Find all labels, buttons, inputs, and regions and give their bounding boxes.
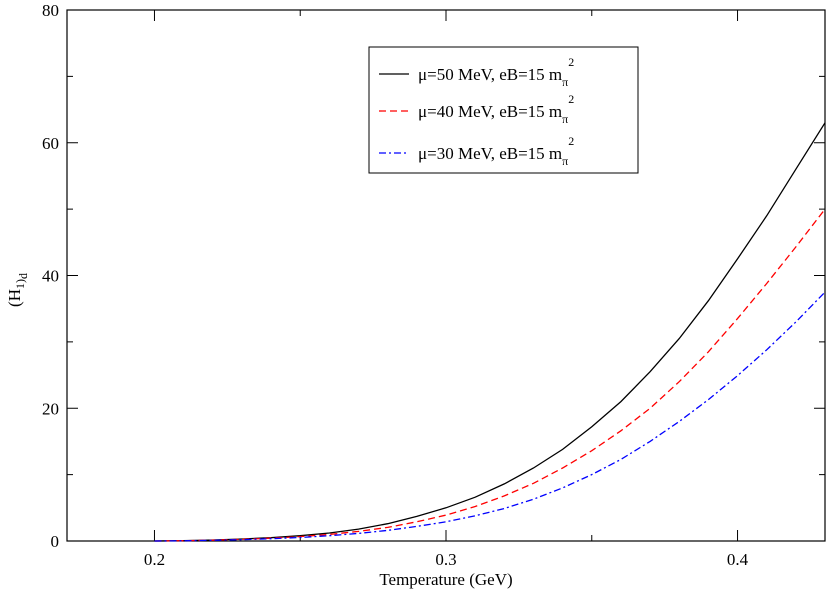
y-tick-label: 20 (42, 399, 59, 418)
legend-label-mu40: μ=40 MeV, eB=15 mπ2 (418, 92, 574, 126)
y-axis-title: (H1)d (5, 273, 30, 307)
legend-label-mu50: μ=50 MeV, eB=15 mπ2 (418, 55, 574, 89)
x-tick-label: 0.4 (727, 550, 749, 569)
axis-ticks: 0.2 0.3 0.4 0 20 40 60 80 (42, 1, 825, 569)
legend-label-mu30: μ=30 MeV, eB=15 mπ2 (418, 134, 574, 168)
legend: μ=50 MeV, eB=15 mπ2 μ=40 MeV, eB=15 mπ2 … (368, 46, 639, 174)
y-tick-label: 0 (51, 532, 60, 551)
legend-box (368, 46, 639, 174)
series-layer (154, 122, 826, 542)
x-tick-label: 0.2 (144, 550, 165, 569)
y-tick-label: 60 (42, 134, 59, 153)
y-tick-label: 40 (42, 267, 59, 286)
x-axis-title: Temperature (GeV) (379, 570, 512, 589)
y-tick-label: 80 (42, 1, 59, 20)
series-line-mu50 (154, 122, 826, 542)
x-tick-label: 0.3 (435, 550, 456, 569)
series-line-mu30 (154, 291, 826, 542)
